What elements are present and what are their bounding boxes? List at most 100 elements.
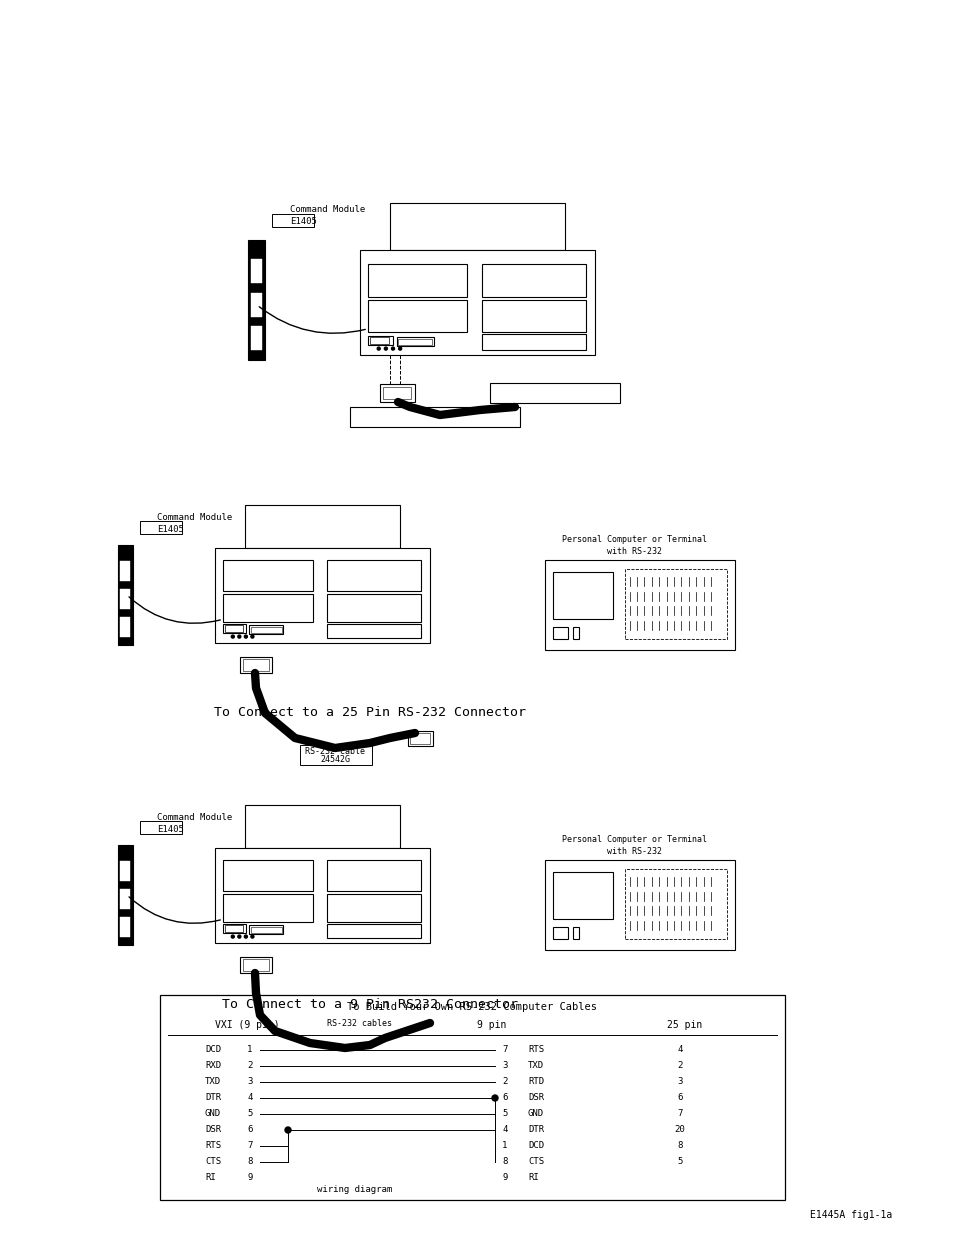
Bar (379, 384, 415, 403)
Text: 5: 5 (247, 1109, 253, 1119)
Text: 7: 7 (247, 1141, 253, 1151)
Bar (624, 569, 726, 640)
Text: Command Module: Command Module (157, 513, 232, 521)
Text: 2: 2 (502, 1077, 507, 1087)
Bar (243, 960, 269, 971)
Text: 25 pin: 25 pin (667, 1020, 702, 1030)
Text: CTS: CTS (527, 1157, 543, 1167)
Text: 24542G: 24542G (319, 756, 350, 764)
Text: with RS-232: with RS-232 (607, 547, 661, 556)
Text: 9: 9 (502, 1173, 507, 1182)
Bar (118, 845, 132, 945)
Bar (223, 561, 313, 590)
Text: 8: 8 (247, 1157, 253, 1167)
Bar (224, 625, 242, 632)
Text: 4: 4 (677, 1046, 682, 1055)
Text: DTR: DTR (205, 1093, 221, 1103)
Bar (299, 745, 372, 764)
Text: RS-232 cables: RS-232 cables (327, 1019, 392, 1028)
Bar (544, 559, 734, 650)
Circle shape (231, 635, 234, 638)
Text: 9: 9 (247, 1173, 253, 1182)
Bar (368, 300, 466, 332)
Text: GND: GND (205, 1109, 221, 1119)
Bar (251, 326, 261, 351)
Text: 8: 8 (677, 1141, 682, 1151)
Circle shape (398, 347, 401, 350)
Bar (180, 1003, 294, 1023)
Text: with RS-232: with RS-232 (607, 846, 661, 856)
Text: 1: 1 (247, 1046, 253, 1055)
Bar (327, 594, 421, 622)
Text: VXI (9 pin): VXI (9 pin) (214, 1020, 279, 1030)
Bar (272, 214, 314, 227)
Text: 5: 5 (502, 1109, 507, 1119)
Bar (573, 626, 578, 640)
Text: 3: 3 (677, 1077, 682, 1087)
Text: E1405: E1405 (157, 525, 184, 534)
Bar (481, 333, 585, 350)
Bar (552, 926, 567, 939)
Bar (249, 625, 283, 635)
Text: 1: 1 (502, 1141, 507, 1151)
Bar (120, 561, 130, 580)
Bar (481, 263, 585, 298)
Bar (214, 548, 430, 643)
Text: 6: 6 (677, 1093, 682, 1103)
Circle shape (251, 635, 253, 638)
Bar (245, 505, 399, 548)
Text: RTS: RTS (527, 1046, 543, 1055)
Bar (410, 734, 430, 743)
Text: 3: 3 (502, 1062, 507, 1071)
Text: DCD: DCD (527, 1141, 543, 1151)
Text: Personal Computer or Terminal: Personal Computer or Terminal (562, 836, 707, 845)
Bar (160, 995, 784, 1200)
Text: 4: 4 (502, 1125, 507, 1135)
Text: RTS: RTS (205, 1141, 221, 1151)
Bar (240, 657, 272, 673)
Bar (383, 387, 411, 399)
Bar (245, 805, 399, 848)
Bar (224, 925, 242, 932)
Text: 20: 20 (674, 1125, 684, 1135)
Circle shape (244, 935, 247, 939)
Bar (368, 263, 466, 298)
Text: DCD: DCD (205, 1046, 221, 1055)
Bar (398, 338, 432, 345)
Bar (249, 925, 283, 935)
Text: E1405: E1405 (157, 825, 184, 834)
Bar (223, 594, 313, 622)
Bar (368, 336, 393, 346)
Text: 2: 2 (247, 1062, 253, 1071)
Text: TXD: TXD (527, 1062, 543, 1071)
Text: 7: 7 (502, 1046, 507, 1055)
Bar (303, 1039, 331, 1055)
Text: TXD: TXD (205, 1077, 221, 1087)
Text: GND: GND (527, 1109, 543, 1119)
Bar (327, 924, 421, 939)
Bar (390, 203, 564, 249)
Circle shape (391, 347, 395, 350)
Text: 6: 6 (247, 1125, 253, 1135)
Bar (223, 894, 313, 923)
Text: DSR: DSR (205, 1125, 221, 1135)
Text: 3: 3 (247, 1077, 253, 1087)
Circle shape (237, 635, 240, 638)
Circle shape (492, 1095, 497, 1100)
Text: To Build Your Own RS-232 Computer Cables: To Build Your Own RS-232 Computer Cables (347, 1002, 597, 1011)
Text: Command Module: Command Module (157, 813, 232, 821)
Text: RS-232 cable: RS-232 cable (305, 746, 365, 756)
Text: RTD: RTD (527, 1077, 543, 1087)
Bar (120, 889, 130, 909)
Text: RI: RI (205, 1173, 215, 1182)
Bar (251, 926, 281, 932)
Bar (327, 561, 421, 590)
Text: To Connect to a 9 Pin RS232 Connector: To Connect to a 9 Pin RS232 Connector (222, 999, 517, 1011)
Bar (370, 337, 389, 345)
Bar (327, 624, 421, 638)
Bar (251, 626, 281, 632)
Bar (306, 1041, 328, 1052)
Text: 8: 8 (502, 1157, 507, 1167)
Circle shape (251, 935, 253, 939)
Text: 6: 6 (502, 1093, 507, 1103)
